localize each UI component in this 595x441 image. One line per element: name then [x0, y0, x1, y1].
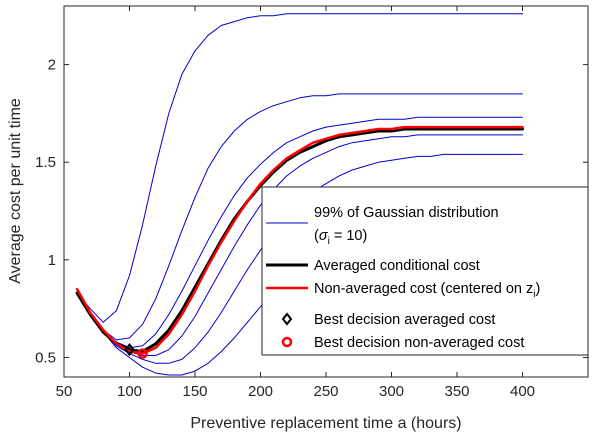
x-tick-label-150: 150	[182, 383, 207, 400]
marker-layer	[124, 343, 148, 359]
x-tick-label-200: 200	[248, 383, 273, 400]
x-tick-label-50: 50	[56, 383, 73, 400]
legend-gaussian-sigma-label: (σi = 10)	[314, 228, 367, 247]
y-tick-label-1.5: 1.5	[35, 154, 56, 171]
y-axis-label: Average cost per unit time	[7, 98, 24, 284]
x-axis-label: Preventive replacement time a (hours)	[190, 415, 461, 432]
x-tick-label-250: 250	[313, 383, 338, 400]
legend-best-nonaveraged-label: Best decision non-averaged cost	[314, 335, 524, 351]
legend: 99% of Gaussian distribution (σi = 10) A…	[261, 186, 589, 356]
tick-layer: 50 100 150 200 250 300 350 400 0.5 1 1.5 2	[35, 6, 588, 400]
x-tick-label-350: 350	[444, 383, 469, 400]
series-line-averaged-0	[75, 127, 524, 354]
series-line-gaussian-5	[76, 134, 523, 356]
legend-averaged-label: Averaged conditional cost	[314, 258, 480, 274]
x-tick-label-100: 100	[117, 383, 142, 400]
legend-best-averaged-label: Best decision averaged cost	[314, 312, 495, 328]
y-tick-label-1: 1	[48, 252, 56, 269]
series-line-gaussian-3	[76, 93, 523, 341]
best-decision-nonaveraged-marker	[137, 348, 148, 359]
legend-best-nonaveraged-marker	[281, 336, 293, 348]
y-tick-label-0.5: 0.5	[35, 349, 56, 366]
legend-best-averaged-marker	[281, 312, 293, 326]
x-tick-label-300: 300	[379, 383, 404, 400]
legend-gaussian-label: 99% of Gaussian distribution	[314, 205, 499, 221]
series-line-gaussian-2	[76, 13, 523, 323]
series-line-gaussian-4	[76, 116, 523, 349]
legend-box	[261, 186, 589, 356]
best-decision-averaged-marker	[124, 343, 135, 357]
legend-nonaveraged-label: Non-averaged cost (centered on zi)	[314, 281, 540, 300]
series-line-nonaveraged-1	[75, 125, 524, 355]
x-tick-label-400: 400	[510, 383, 535, 400]
y-tick-label-2: 2	[48, 57, 56, 74]
